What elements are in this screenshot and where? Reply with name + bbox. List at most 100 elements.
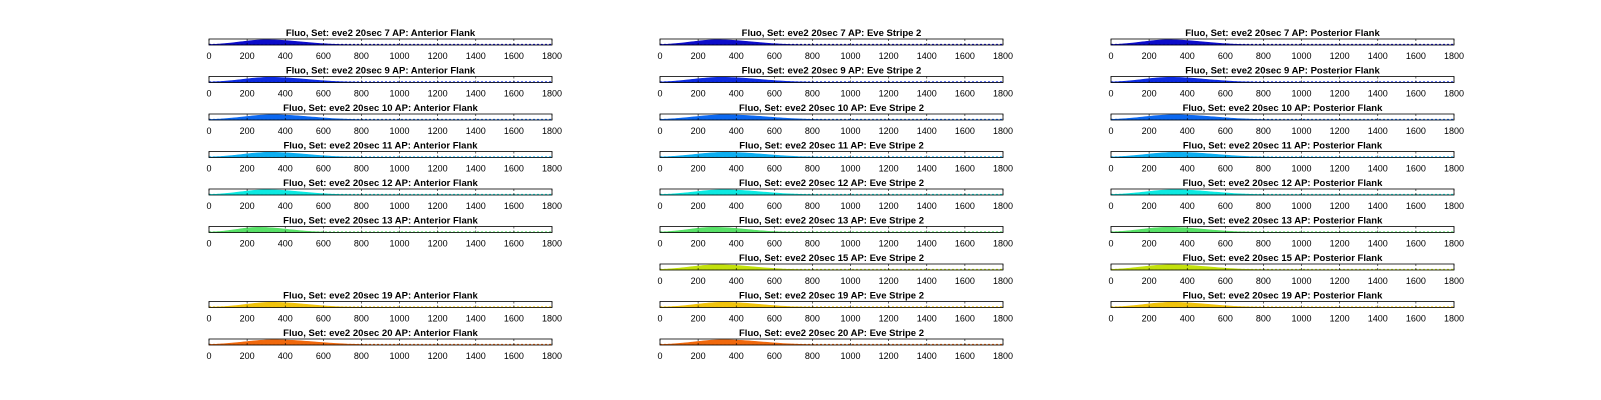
x-tick-label: 800: [354, 164, 369, 174]
axes-background: [1111, 189, 1454, 195]
x-tick-label: 1000: [841, 164, 861, 174]
x-tick-label: 1800: [993, 314, 1013, 324]
x-tick-label: 200: [1142, 126, 1157, 136]
x-tick-label: 0: [206, 351, 211, 361]
x-tick-label: 1800: [993, 201, 1013, 211]
axes-frame: [208, 151, 553, 158]
x-tick-label: 200: [1142, 201, 1157, 211]
x-tick-label: 1200: [1330, 276, 1350, 286]
x-tick-label: 1200: [879, 314, 899, 324]
x-tick-label: 1400: [1368, 314, 1388, 324]
subplot-1-6: Fluo, Set: eve2 20sec 15 AP: Eve Stripe …: [657, 253, 1013, 286]
x-tick-label: 400: [729, 239, 744, 249]
x-tick-label: 1800: [993, 126, 1013, 136]
x-tick-label: 800: [805, 89, 820, 99]
x-tick-label: 0: [206, 239, 211, 249]
axes-frame: [1110, 113, 1455, 121]
axes-frame: [208, 188, 553, 196]
x-tick-label: 1800: [993, 351, 1013, 361]
x-tick-label: 1000: [1292, 314, 1312, 324]
axes-frame: [208, 38, 553, 46]
axes-frame: [1110, 301, 1455, 308]
x-tick-label: 1800: [993, 239, 1013, 249]
subplot-title: Fluo, Set: eve2 20sec 19 AP: Posterior F…: [1183, 291, 1383, 302]
axes-frame: [659, 338, 1004, 346]
x-tick-label: 800: [1256, 239, 1271, 249]
x-tick-label: 1400: [466, 201, 486, 211]
x-tick-label: 400: [729, 276, 744, 286]
axes-frame: [1110, 188, 1455, 196]
x-tick-label: 0: [1108, 89, 1113, 99]
x-tick-label: 1200: [879, 239, 899, 249]
x-tick-label: 800: [805, 164, 820, 174]
subplot-2-2: Fluo, Set: eve2 20sec 10 AP: Posterior F…: [1108, 103, 1464, 136]
x-tick-label: 600: [316, 201, 331, 211]
x-tick-label: 1200: [879, 51, 899, 61]
x-tick-label: 400: [278, 239, 293, 249]
x-tick-label: 200: [691, 164, 706, 174]
x-tick-label: 1400: [466, 89, 486, 99]
x-tick-label: 1000: [841, 351, 861, 361]
x-tick-label: 1000: [1292, 126, 1312, 136]
x-tick-label: 400: [278, 351, 293, 361]
x-tick-label: 1800: [1444, 164, 1464, 174]
axes-background: [1111, 301, 1454, 308]
x-tick-label: 400: [278, 126, 293, 136]
subplot-title: Fluo, Set: eve2 20sec 20 AP: Anterior Fl…: [283, 328, 478, 339]
x-tick-label: 400: [1180, 89, 1195, 99]
x-tick-label: 0: [657, 351, 662, 361]
subplot-title: Fluo, Set: eve2 20sec 7 AP: Eve Stripe 2: [742, 28, 922, 39]
x-tick-label: 1400: [917, 276, 937, 286]
x-tick-label: 1600: [504, 51, 524, 61]
axes-background: [209, 39, 552, 45]
x-tick-label: 1200: [428, 201, 448, 211]
x-tick-label: 1400: [466, 51, 486, 61]
x-tick-label: 1800: [1444, 276, 1464, 286]
x-tick-label: 1000: [1292, 276, 1312, 286]
x-tick-label: 1800: [1444, 201, 1464, 211]
x-tick-label: 600: [1218, 126, 1233, 136]
x-tick-label: 400: [729, 164, 744, 174]
subplot-title: Fluo, Set: eve2 20sec 9 AP: Posterior Fl…: [1185, 66, 1380, 77]
x-tick-label: 600: [767, 51, 782, 61]
x-tick-label: 1000: [390, 126, 410, 136]
subplot-0-0: Fluo, Set: eve2 20sec 7 AP: Anterior Fla…: [206, 28, 562, 61]
x-tick-label: 0: [206, 314, 211, 324]
x-tick-label: 400: [729, 126, 744, 136]
x-tick-label: 200: [240, 89, 255, 99]
x-tick-label: 1200: [879, 201, 899, 211]
subplot-title: Fluo, Set: eve2 20sec 13 AP: Eve Stripe …: [739, 216, 924, 227]
x-tick-label: 800: [354, 51, 369, 61]
subplot-title: Fluo, Set: eve2 20sec 19 AP: Eve Stripe …: [739, 291, 924, 302]
x-tick-label: 200: [1142, 89, 1157, 99]
axes-background: [660, 226, 1003, 233]
subplot-1-4: Fluo, Set: eve2 20sec 12 AP: Eve Stripe …: [657, 178, 1013, 211]
x-tick-label: 0: [1108, 164, 1113, 174]
x-tick-label: 800: [805, 239, 820, 249]
x-tick-label: 1200: [1330, 51, 1350, 61]
x-tick-label: 1600: [504, 314, 524, 324]
subplot-1-5: Fluo, Set: eve2 20sec 13 AP: Eve Stripe …: [657, 216, 1013, 249]
x-tick-label: 600: [1218, 51, 1233, 61]
x-tick-label: 800: [354, 201, 369, 211]
x-tick-label: 0: [657, 276, 662, 286]
axes-frame: [1110, 226, 1455, 233]
x-tick-label: 600: [1218, 201, 1233, 211]
x-tick-label: 1200: [428, 351, 448, 361]
subplot-title: Fluo, Set: eve2 20sec 7 AP: Anterior Fla…: [286, 28, 476, 39]
x-tick-label: 600: [316, 239, 331, 249]
x-tick-label: 1800: [542, 314, 562, 324]
x-tick-label: 600: [767, 201, 782, 211]
axes-frame: [1110, 151, 1455, 158]
x-tick-label: 800: [805, 126, 820, 136]
x-tick-label: 0: [657, 164, 662, 174]
x-tick-label: 0: [206, 164, 211, 174]
x-tick-label: 200: [1142, 51, 1157, 61]
x-tick-label: 600: [316, 351, 331, 361]
x-tick-label: 1000: [390, 164, 410, 174]
subplot-title: Fluo, Set: eve2 20sec 10 AP: Eve Stripe …: [739, 103, 924, 114]
x-tick-label: 800: [354, 314, 369, 324]
x-tick-label: 200: [691, 51, 706, 61]
axes-frame: [1110, 76, 1455, 83]
x-tick-label: 0: [657, 201, 662, 211]
